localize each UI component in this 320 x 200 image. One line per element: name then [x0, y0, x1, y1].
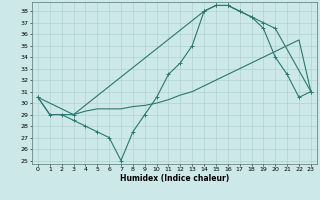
X-axis label: Humidex (Indice chaleur): Humidex (Indice chaleur) — [120, 174, 229, 183]
